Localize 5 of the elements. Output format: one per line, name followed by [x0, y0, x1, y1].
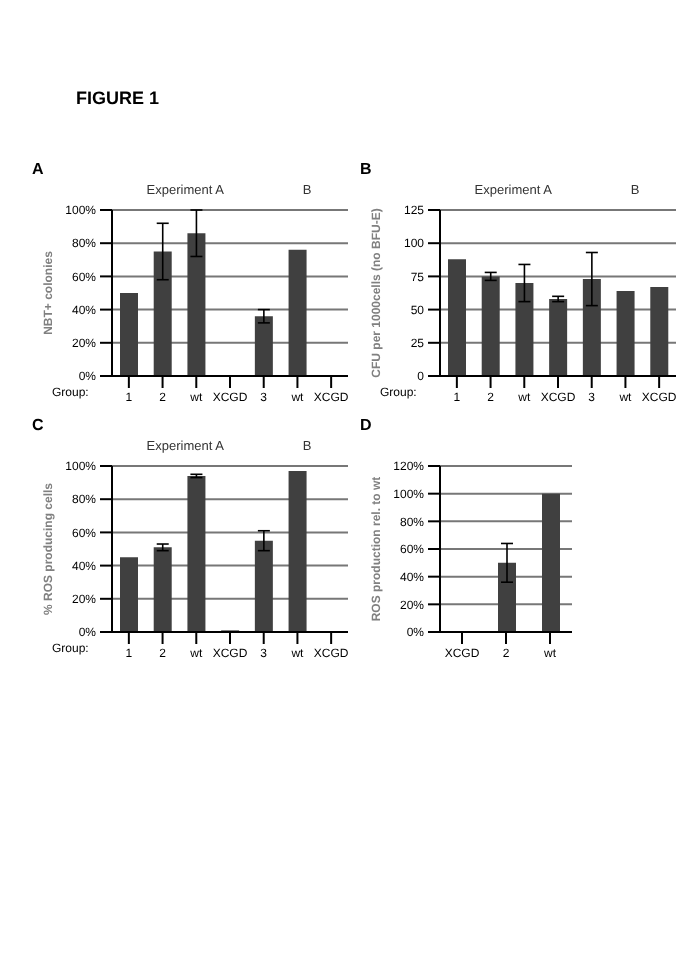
chart-title: FIGURE 1 [76, 88, 160, 108]
chart-subtitle: C [32, 416, 46, 438]
chart-subtitle: B [360, 160, 374, 182]
chart-subtitle: D [360, 416, 374, 438]
chart-subtitle: A [32, 160, 46, 182]
